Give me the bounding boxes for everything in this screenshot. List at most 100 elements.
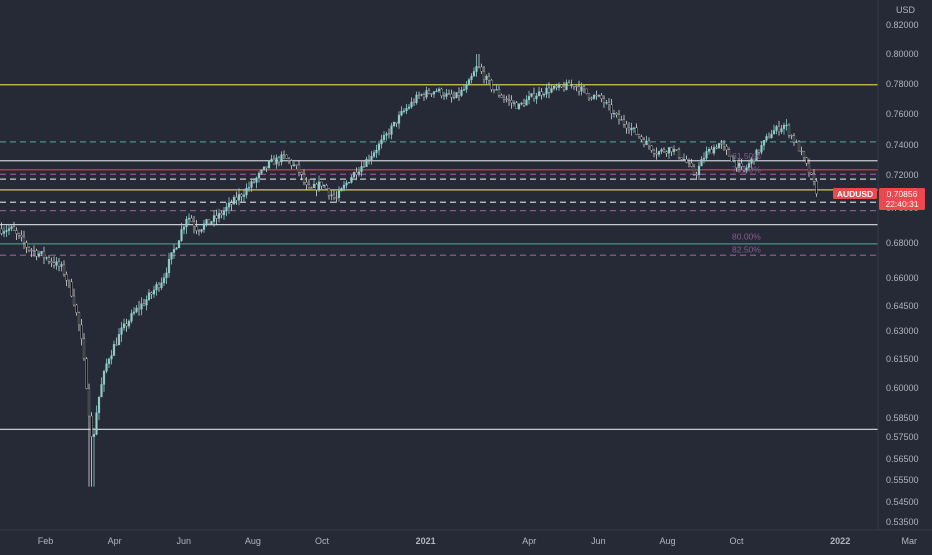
candle-body: [745, 167, 748, 171]
y-tick-label: 0.55500: [886, 475, 919, 485]
candle-body: [420, 94, 423, 96]
candle-body: [142, 303, 146, 306]
candle-body: [795, 141, 798, 143]
candle-body: [620, 119, 623, 121]
candle-body: [392, 121, 396, 126]
candle-body: [802, 151, 806, 158]
candle-body: [402, 110, 406, 112]
candle-body: [360, 166, 363, 172]
candle-body: [277, 157, 281, 163]
candle-body: [252, 181, 256, 183]
candle-body: [792, 135, 796, 143]
symbol-tag: [833, 188, 877, 199]
candle-body: [545, 87, 548, 95]
candle-body: [495, 89, 498, 91]
candle-body: [450, 93, 453, 98]
candle-body: [165, 272, 168, 279]
symbol-name: AUDUSD: [837, 189, 873, 199]
candle-body: [522, 103, 526, 106]
candle-body: [537, 91, 541, 97]
candle-body: [377, 143, 381, 151]
candle-body: [40, 251, 43, 254]
candle-body: [490, 80, 493, 90]
candle-body: [665, 151, 668, 154]
candle-body: [457, 92, 461, 96]
price-axis[interactable]: 0.82000 0.80000 0.78000 0.76000 0.74000 0.720…: [886, 20, 919, 527]
candle-body: [345, 182, 348, 186]
candle-body: [350, 177, 353, 183]
candle-body: [480, 66, 483, 72]
candle-body: [175, 247, 178, 250]
candle-body: [520, 103, 523, 105]
candle-body: [225, 206, 228, 212]
candle-body: [692, 166, 696, 175]
candle-body: [645, 140, 648, 145]
candle-body: [307, 184, 311, 188]
candle-body: [372, 152, 376, 157]
candle-body: [660, 149, 663, 152]
candle-body: [32, 250, 36, 252]
candle-body: [42, 251, 46, 258]
candle-body: [652, 150, 656, 154]
candle-body: [552, 86, 556, 89]
candle-body: [540, 91, 543, 96]
candle-body: [780, 128, 783, 132]
candle-body: [70, 281, 73, 297]
y-tick-label: 0.63000: [886, 326, 919, 336]
candle-body: [750, 158, 753, 164]
candle-body: [587, 93, 591, 99]
candle-body: [775, 126, 778, 131]
candle-body: [592, 95, 596, 99]
candle-body: [45, 257, 48, 259]
candle-body: [320, 181, 323, 187]
candle-body: [237, 194, 241, 201]
x-tick-label: Aug: [245, 536, 261, 546]
candle-body: [230, 202, 233, 205]
candle-body: [292, 164, 296, 166]
candle-body: [210, 221, 213, 225]
candle-body: [137, 307, 141, 310]
candle-body: [145, 299, 148, 306]
candle-body: [752, 158, 756, 161]
candle-body: [595, 95, 598, 97]
candle-body: [502, 97, 506, 100]
candle-body: [67, 279, 71, 283]
y-tick-label: 0.60000: [886, 383, 919, 393]
candle-body: [260, 169, 263, 174]
x-tick-label: Oct: [730, 536, 745, 546]
candle-body: [232, 197, 236, 205]
y-tick-label: 0.78000: [886, 79, 919, 89]
candle-body: [85, 358, 88, 389]
candle-body: [550, 88, 553, 93]
x-tick-label: Apr: [108, 536, 122, 546]
time-axis[interactable]: Feb Apr Jun Aug Oct 2021 Apr Jun Aug Oct 2022 Mar: [38, 536, 917, 546]
candle-body: [542, 93, 546, 96]
candle-body: [240, 194, 243, 197]
candle-body: [640, 136, 643, 140]
candle-body: [270, 158, 273, 162]
fib-label: 82.50%: [732, 244, 761, 254]
candle-body: [172, 249, 176, 253]
candle-body: [777, 126, 781, 132]
candle-body: [815, 181, 818, 195]
candle-body: [215, 215, 218, 219]
candle-body: [695, 174, 698, 176]
x-tick-label: Jun: [176, 536, 191, 546]
candle-body: [765, 136, 768, 141]
candle-body: [642, 139, 646, 145]
candle-body: [267, 161, 271, 169]
candle-body: [712, 147, 716, 154]
candle-body: [787, 124, 791, 136]
y-tick-label: 0.58500: [886, 413, 919, 423]
candle-body: [427, 90, 431, 94]
candle-body: [625, 124, 628, 129]
candle-body: [600, 95, 603, 99]
candle-body: [530, 93, 533, 97]
y-tick-label: 0.53500: [886, 517, 919, 527]
y-tick-label: 0.61500: [886, 354, 919, 364]
candle-body: [682, 159, 686, 161]
candle-body: [337, 190, 341, 198]
x-tick-label: Oct: [315, 536, 330, 546]
